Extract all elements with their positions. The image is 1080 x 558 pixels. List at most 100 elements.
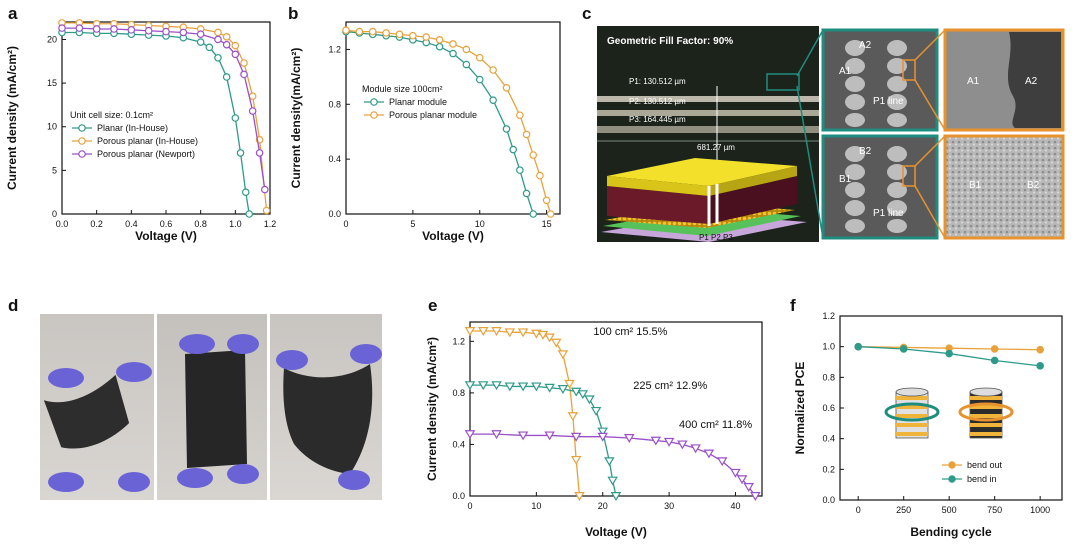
chart-a-ytick-label: 0	[52, 209, 57, 219]
chart-a-series-2-point	[231, 50, 240, 59]
chart-a-series-1-point	[262, 206, 271, 215]
chart-b-series-1-point	[475, 53, 484, 62]
label-a2: A2	[859, 40, 872, 51]
chart-e-series-1-point	[610, 492, 622, 501]
chart-a-ytick-label: 5	[52, 165, 57, 175]
chart-b-xtick-label: 5	[410, 219, 415, 229]
panel-letter-e: e	[428, 296, 438, 315]
chart-e-xtick-label: 0	[467, 501, 472, 511]
chart-b-series-0-point	[529, 210, 538, 218]
chart-e-series-2-point	[491, 430, 502, 440]
chart-e: 0 10 20 30 40 0.0 0.4 0.8 1.2 Voltage (V) Current …	[425, 321, 763, 539]
scribe-line-p1	[597, 96, 819, 102]
chart-a-series-2-point	[240, 70, 248, 79]
chart-e-series-1	[464, 381, 622, 501]
chart-f-legend-entry-0: bend out	[967, 460, 1003, 470]
chart-a-xtick-label: 1.2	[264, 219, 277, 229]
chart-a-legend-entry-0: Planar (In-House)	[97, 123, 168, 133]
chart-a-series-2-point	[196, 30, 205, 39]
chart-e-annotation-0: 100 cm² 15.5%	[593, 326, 667, 338]
panel-letter-c: c	[582, 4, 592, 23]
chart-e-series-0-point	[557, 350, 569, 360]
chart-f-frame	[839, 315, 1063, 501]
chart-e-series-0-point	[478, 327, 489, 336]
chart-e-series-0-point	[491, 327, 502, 336]
chart-a-series-1-point	[240, 59, 248, 67]
chart-b-series-0-point	[449, 49, 457, 58]
chart-e-xlabel: Voltage (V)	[585, 525, 647, 539]
chart-b-series-0-point	[435, 42, 444, 51]
scribe-line-p2	[597, 110, 819, 116]
chart-b-series-1	[342, 26, 555, 218]
chart-e-series-2-point	[624, 434, 635, 443]
chart-e-series-1-line	[470, 384, 617, 497]
chart-e-ylabel: Current density (mA/cm²)	[425, 337, 439, 481]
chart-b-series-1-point	[422, 33, 431, 41]
chart-e-series-1-point	[491, 381, 502, 391]
chart-f-ytick-label: 0.4	[822, 434, 835, 444]
flexible-module-photo-2	[157, 314, 267, 500]
chart-b-series-0-point	[462, 60, 471, 69]
chart-e-series-0-point	[504, 328, 516, 338]
chart-e-series-0-point	[544, 333, 555, 343]
chart-a-series-2-point	[214, 35, 222, 44]
chart-b-series-1-line	[345, 29, 552, 215]
chart-b-series-0-point	[516, 166, 524, 174]
chart-a-series-2-point	[75, 24, 84, 32]
chart-e-series-1-point	[464, 381, 476, 391]
chart-a-series-2-point	[248, 107, 257, 115]
chart-e-series-1-point	[604, 457, 615, 467]
chart-a-series-2-point	[92, 25, 101, 33]
chart-e-series-1-point	[584, 395, 595, 405]
chart-b-series-0-line	[345, 30, 534, 215]
chart-a-ytick-label: 15	[47, 78, 57, 88]
chart-f-ytick-label: 0.8	[822, 372, 835, 382]
chart-e-series-2-point	[690, 444, 701, 454]
label-a1-zoom: A1	[967, 76, 980, 87]
p1-width-label: P1: 130.512 µm	[629, 77, 686, 86]
chart-f-series-1-point	[990, 356, 999, 365]
chart-a-series-1-line	[62, 22, 268, 211]
chart-e-series-2-point	[677, 440, 688, 450]
chart-a-legend-marker-0	[78, 124, 86, 132]
chart-e-series-2-point	[663, 437, 675, 447]
chart-e-series-0-point	[570, 455, 582, 465]
chart-b-ylabel: Current density(mA/cm²)	[289, 48, 303, 189]
label-b2: B2	[859, 146, 872, 157]
chart-f-legend-marker-1	[948, 475, 956, 483]
cell-width-label: 681.27 µm	[697, 143, 735, 152]
chart-b-series-1-point	[502, 84, 511, 92]
chart-a-series-0-point	[196, 38, 205, 46]
chart-b-series-1-point	[522, 130, 531, 139]
chart-b-series-1-point	[342, 26, 350, 35]
chart-b-series-1-point	[409, 31, 417, 40]
chart-a-series-1-point	[222, 33, 231, 41]
chart-f-xtick-label: 250	[896, 505, 911, 515]
bend-in-arrow-icon	[884, 402, 940, 422]
chart-e-xtick-label: 30	[664, 501, 674, 511]
chart-a-series-0-line	[62, 31, 250, 215]
chart-e-series-2-point	[544, 431, 555, 441]
chart-a-legend-marker-1	[78, 137, 86, 145]
chart-f-legend-marker-0	[948, 461, 956, 469]
chart-e-series-0-point	[551, 338, 562, 348]
label-p1-line-a: P1 line	[873, 96, 904, 107]
chart-a-series-2-point	[222, 40, 231, 49]
chart-a-series-2-point	[260, 185, 269, 194]
scribe-line-p3	[597, 126, 819, 133]
chart-a-series-2	[58, 24, 269, 194]
flexible-module-photo-1	[40, 314, 154, 500]
chart-e-series-2-line	[470, 433, 756, 497]
chart-b-series-1-point	[516, 111, 524, 120]
panel-c-svg: Geometric Fill Factor: 90% P1: 130.512 µ…	[597, 26, 1065, 242]
chart-e-series-2-point	[464, 430, 476, 440]
chart-a-series-1	[58, 19, 271, 215]
chart-e-series-1-point	[577, 390, 589, 400]
chart-a-xtick-label: 1.0	[229, 219, 242, 229]
chart-e-series-2	[464, 430, 761, 501]
chart-a-xtick-label: 0.0	[56, 219, 69, 229]
chart-e-series-0-point	[564, 379, 575, 389]
chart-b-series-1-point	[382, 29, 390, 37]
chart-e-series-2-point	[736, 475, 748, 485]
chart-b-xtick-label: 0	[343, 219, 348, 229]
